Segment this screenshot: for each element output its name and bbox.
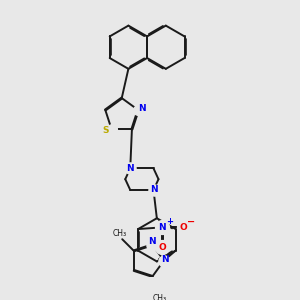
Text: CH₃: CH₃	[153, 294, 167, 300]
Text: CH₃: CH₃	[112, 229, 127, 238]
Text: N: N	[138, 104, 146, 113]
Text: O: O	[158, 243, 166, 252]
Text: N: N	[158, 223, 166, 232]
Text: N: N	[148, 237, 156, 246]
Text: S: S	[102, 125, 109, 134]
Text: N: N	[150, 185, 157, 194]
Text: O: O	[180, 223, 188, 232]
Text: −: −	[187, 216, 195, 226]
Text: N: N	[126, 164, 134, 173]
Text: N: N	[161, 255, 168, 264]
Text: +: +	[166, 217, 173, 226]
